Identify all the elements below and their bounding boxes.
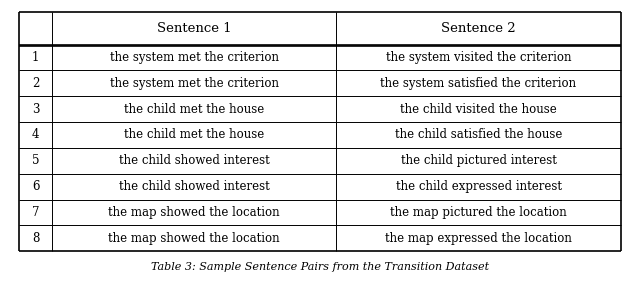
Text: the child showed interest: the child showed interest <box>119 180 269 193</box>
Text: 7: 7 <box>32 206 40 219</box>
Text: the map showed the location: the map showed the location <box>108 206 280 219</box>
Text: the child showed interest: the child showed interest <box>119 154 269 167</box>
Text: the system satisfied the criterion: the system satisfied the criterion <box>380 77 577 90</box>
Text: the map pictured the location: the map pictured the location <box>390 206 567 219</box>
Text: 2: 2 <box>32 77 40 90</box>
Text: the system met the criterion: the system met the criterion <box>110 77 279 90</box>
Text: 3: 3 <box>32 103 40 116</box>
Text: the map showed the location: the map showed the location <box>108 232 280 245</box>
Text: the system visited the criterion: the system visited the criterion <box>386 51 572 64</box>
Text: 4: 4 <box>32 128 40 142</box>
Text: the child met the house: the child met the house <box>124 128 264 142</box>
Text: Table 3: Sample Sentence Pairs from the Transition Dataset: Table 3: Sample Sentence Pairs from the … <box>151 262 489 272</box>
Text: Sentence 1: Sentence 1 <box>157 22 232 35</box>
Text: 1: 1 <box>32 51 40 64</box>
Text: Sentence 2: Sentence 2 <box>441 22 516 35</box>
Text: the system met the criterion: the system met the criterion <box>110 51 279 64</box>
Text: the child satisfied the house: the child satisfied the house <box>395 128 562 142</box>
Text: the child visited the house: the child visited the house <box>400 103 557 116</box>
Text: the child pictured interest: the child pictured interest <box>401 154 556 167</box>
Text: the child met the house: the child met the house <box>124 103 264 116</box>
Text: the child expressed interest: the child expressed interest <box>396 180 561 193</box>
Text: 6: 6 <box>32 180 40 193</box>
Text: 5: 5 <box>32 154 40 167</box>
Text: 8: 8 <box>32 232 40 245</box>
Text: the map expressed the location: the map expressed the location <box>385 232 572 245</box>
